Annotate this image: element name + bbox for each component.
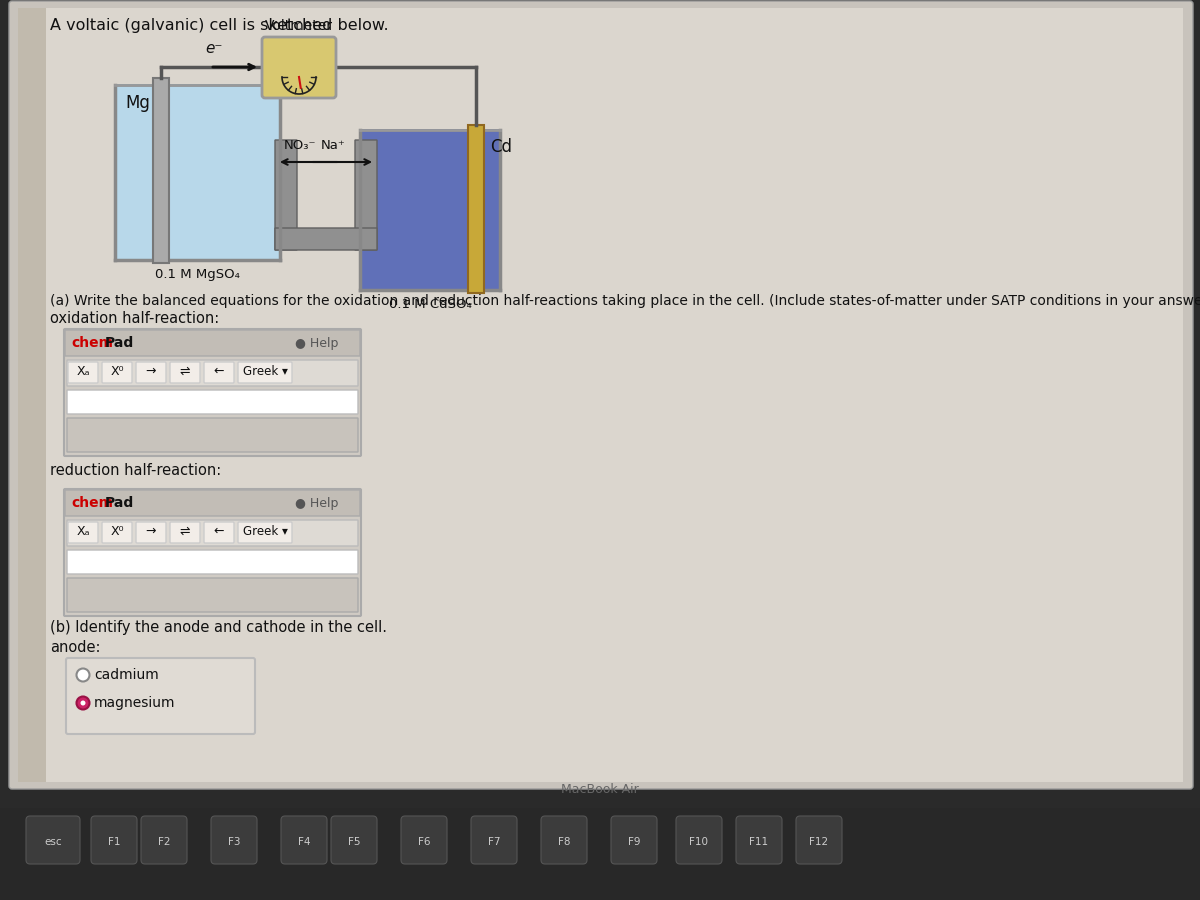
FancyBboxPatch shape [238, 362, 292, 383]
FancyBboxPatch shape [204, 522, 234, 543]
Text: F7: F7 [487, 837, 500, 847]
Text: Pad: Pad [106, 336, 134, 350]
FancyBboxPatch shape [541, 816, 587, 864]
Text: ←: ← [214, 525, 224, 538]
Text: oxidation half-reaction:: oxidation half-reaction: [50, 311, 220, 326]
FancyBboxPatch shape [796, 816, 842, 864]
Text: →: → [145, 525, 156, 538]
Text: chem: chem [71, 336, 113, 350]
Text: Pad: Pad [106, 496, 134, 510]
FancyBboxPatch shape [611, 816, 658, 864]
FancyBboxPatch shape [736, 816, 782, 864]
FancyBboxPatch shape [102, 522, 132, 543]
Text: X⁰: X⁰ [110, 365, 124, 378]
Polygon shape [360, 130, 500, 290]
Text: ● Help: ● Help [295, 337, 338, 350]
Text: F5: F5 [348, 837, 360, 847]
Text: F2: F2 [157, 837, 170, 847]
Polygon shape [115, 85, 280, 260]
Text: F1: F1 [108, 837, 120, 847]
FancyBboxPatch shape [64, 329, 361, 456]
FancyBboxPatch shape [355, 140, 377, 250]
FancyBboxPatch shape [401, 816, 446, 864]
Circle shape [77, 669, 90, 681]
Text: F12: F12 [810, 837, 828, 847]
FancyBboxPatch shape [67, 390, 358, 414]
Text: F3: F3 [228, 837, 240, 847]
FancyBboxPatch shape [331, 816, 377, 864]
FancyBboxPatch shape [468, 125, 484, 293]
FancyBboxPatch shape [154, 78, 169, 263]
Text: F9: F9 [628, 837, 641, 847]
Text: reduction half-reaction:: reduction half-reaction: [50, 463, 221, 478]
FancyBboxPatch shape [10, 1, 1193, 789]
Text: X⁰: X⁰ [110, 525, 124, 538]
Text: Mg: Mg [125, 94, 150, 112]
FancyBboxPatch shape [68, 362, 98, 383]
Text: NO₃⁻: NO₃⁻ [283, 139, 317, 152]
FancyBboxPatch shape [676, 816, 722, 864]
FancyBboxPatch shape [170, 522, 200, 543]
Text: anode:: anode: [50, 640, 101, 655]
FancyBboxPatch shape [136, 522, 166, 543]
Text: Xₐ: Xₐ [77, 365, 90, 378]
FancyBboxPatch shape [204, 362, 234, 383]
Text: (a) Write the balanced equations for the oxidation and reduction half-reactions : (a) Write the balanced equations for the… [50, 294, 1200, 308]
Text: F11: F11 [750, 837, 768, 847]
FancyBboxPatch shape [68, 522, 98, 543]
FancyBboxPatch shape [211, 816, 257, 864]
Text: ←: ← [214, 365, 224, 378]
FancyBboxPatch shape [102, 362, 132, 383]
FancyBboxPatch shape [26, 816, 80, 864]
FancyBboxPatch shape [67, 578, 358, 612]
Text: Greek ▾: Greek ▾ [242, 365, 288, 378]
FancyBboxPatch shape [67, 550, 358, 574]
Text: ⇌: ⇌ [180, 525, 191, 538]
FancyBboxPatch shape [281, 816, 326, 864]
FancyBboxPatch shape [67, 418, 358, 452]
FancyBboxPatch shape [18, 8, 1183, 782]
Circle shape [80, 700, 85, 706]
FancyBboxPatch shape [136, 362, 166, 383]
FancyBboxPatch shape [275, 228, 377, 250]
Text: 0.1 M CdSO₄: 0.1 M CdSO₄ [389, 298, 472, 311]
Text: A voltaic (galvanic) cell is sketched below.: A voltaic (galvanic) cell is sketched be… [50, 18, 389, 33]
Text: magnesium: magnesium [94, 696, 175, 710]
Text: Xₐ: Xₐ [77, 525, 90, 538]
Text: Na⁺: Na⁺ [320, 139, 346, 152]
Text: (b) Identify the anode and cathode in the cell.: (b) Identify the anode and cathode in th… [50, 620, 386, 635]
FancyBboxPatch shape [170, 362, 200, 383]
FancyBboxPatch shape [67, 520, 358, 546]
Text: ● Help: ● Help [295, 497, 338, 510]
FancyBboxPatch shape [64, 489, 361, 616]
FancyBboxPatch shape [18, 8, 46, 782]
Text: ⇌: ⇌ [180, 365, 191, 378]
FancyBboxPatch shape [0, 808, 1200, 900]
Text: F6: F6 [418, 837, 431, 847]
Text: →: → [145, 365, 156, 378]
Text: 0.1 M MgSO₄: 0.1 M MgSO₄ [155, 268, 240, 281]
FancyBboxPatch shape [470, 816, 517, 864]
Text: esc: esc [44, 837, 62, 847]
FancyBboxPatch shape [275, 140, 298, 250]
Text: F8: F8 [558, 837, 570, 847]
FancyBboxPatch shape [65, 330, 360, 356]
Text: e⁻: e⁻ [205, 41, 222, 56]
Text: chem: chem [71, 496, 113, 510]
Circle shape [77, 697, 90, 709]
Text: Voltmeter: Voltmeter [265, 19, 334, 33]
Text: MacBook Air: MacBook Air [562, 783, 638, 796]
Text: Greek ▾: Greek ▾ [242, 525, 288, 538]
Text: F4: F4 [298, 837, 311, 847]
FancyBboxPatch shape [67, 360, 358, 386]
FancyBboxPatch shape [91, 816, 137, 864]
FancyBboxPatch shape [262, 37, 336, 98]
Text: Cd: Cd [490, 138, 512, 156]
FancyBboxPatch shape [66, 658, 256, 734]
FancyBboxPatch shape [238, 522, 292, 543]
Text: cadmium: cadmium [94, 668, 158, 682]
Text: F10: F10 [690, 837, 708, 847]
FancyBboxPatch shape [142, 816, 187, 864]
FancyBboxPatch shape [65, 490, 360, 516]
